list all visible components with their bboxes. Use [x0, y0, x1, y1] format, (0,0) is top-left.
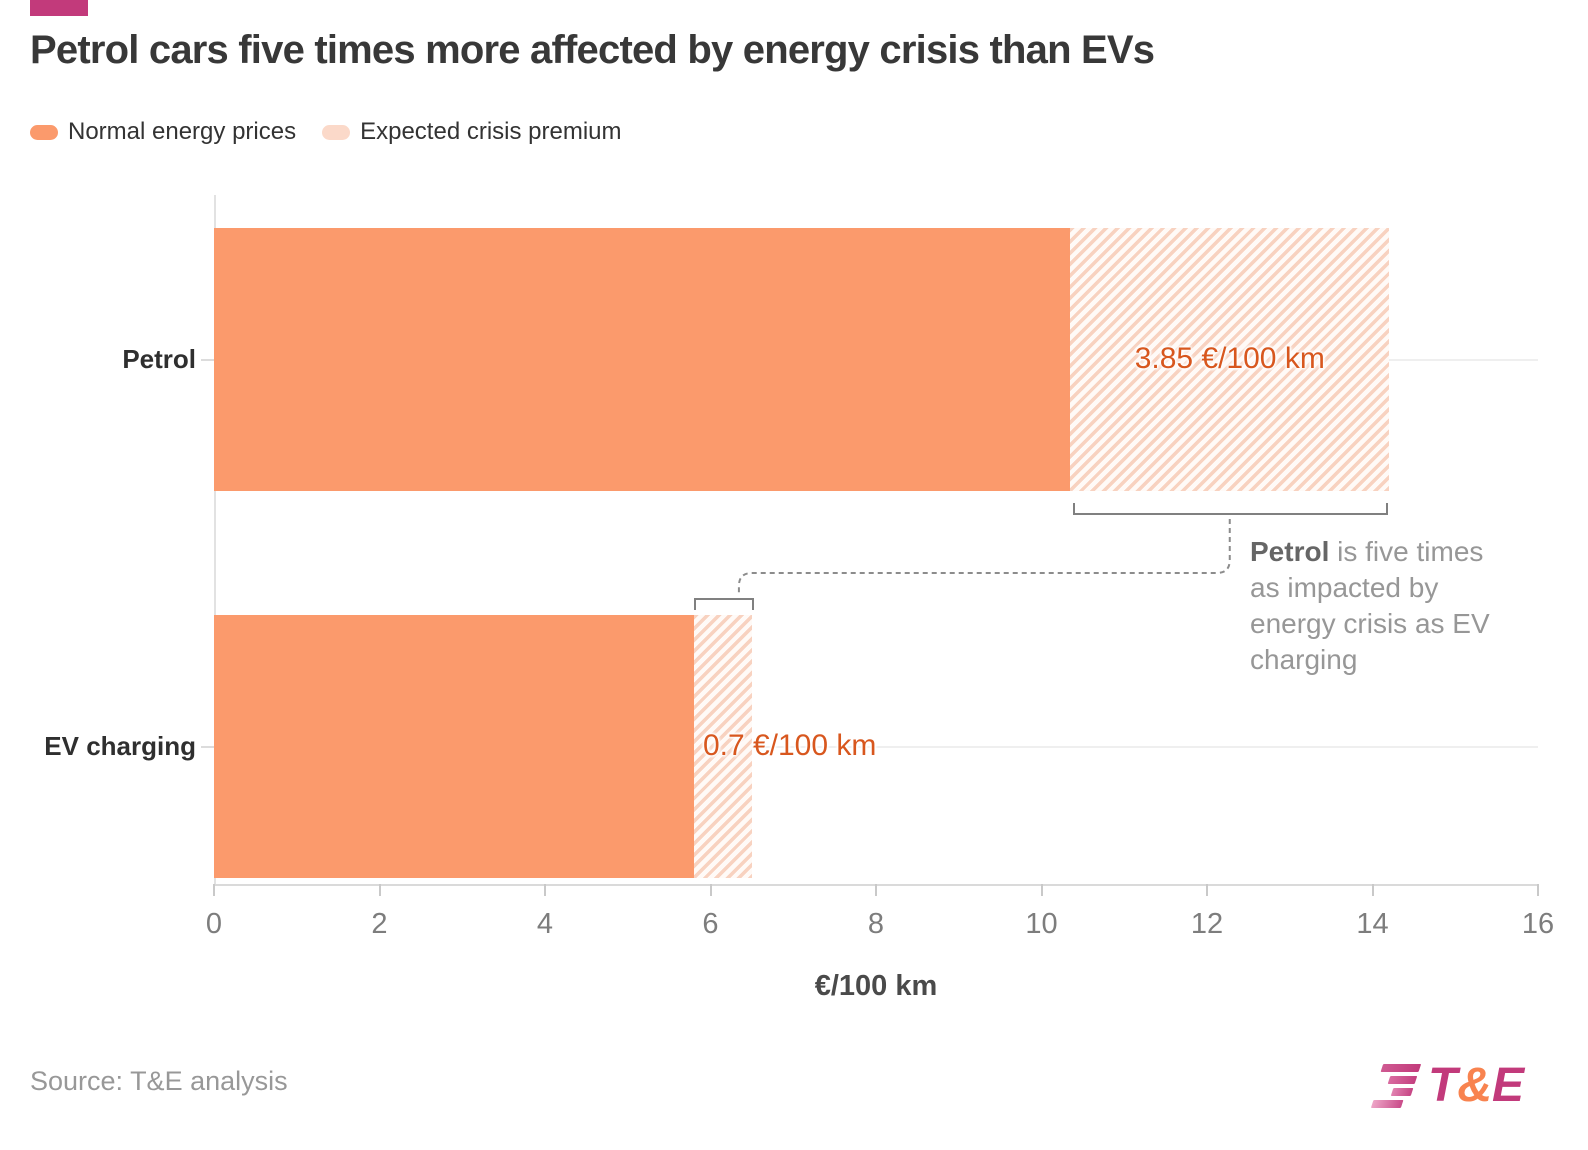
- x-tick: [1040, 884, 1043, 896]
- x-tick: [544, 884, 546, 896]
- annotation-line: Petrol is five times: [1250, 536, 1484, 567]
- annotation-line: as impacted by: [1250, 572, 1439, 603]
- legend-swatch-normal: [30, 124, 58, 140]
- chart-title: Petrol cars five times more affected by …: [30, 28, 1155, 72]
- te-logo-text: T&E: [1428, 1059, 1525, 1112]
- x-tick-label: 10: [1025, 908, 1058, 940]
- legend-item-premium: Expected crisis premium: [322, 118, 622, 146]
- legend: Normal energy prices Expected crisis pre…: [30, 118, 622, 146]
- annotation-bold-word: Petrol: [1250, 536, 1330, 567]
- x-tick: [1537, 884, 1539, 896]
- legend-label-normal: Normal energy prices: [68, 118, 297, 145]
- category-label-ev: EV charging: [44, 730, 196, 761]
- x-tick: [875, 884, 877, 896]
- bar-ev-normal: [214, 615, 694, 878]
- x-tick-label: 8: [867, 908, 885, 940]
- x-tick-label: 2: [371, 908, 388, 940]
- x-axis-title: €/100 km: [814, 970, 938, 1002]
- x-tick: [213, 884, 215, 896]
- annotation-line: charging: [1250, 644, 1358, 675]
- bar-ev-premium: [693, 615, 752, 878]
- x-tick-label: 4: [536, 908, 554, 940]
- annotation-line: energy crisis as EV: [1250, 608, 1490, 639]
- annotation-text: Petrol is five times as impacted by ener…: [1250, 534, 1536, 678]
- bar-petrol-premium: [1070, 228, 1390, 491]
- y-axis-line: [214, 195, 216, 884]
- category-tick: [201, 358, 214, 361]
- x-tick-label: 16: [1521, 908, 1555, 940]
- te-logo: T&E: [1370, 1058, 1525, 1113]
- bar-petrol-normal: [214, 228, 1071, 491]
- legend-label-premium: Expected crisis premium: [360, 118, 622, 145]
- x-tick-label: 6: [702, 908, 719, 940]
- x-tick: [1206, 884, 1208, 896]
- value-label-ev: 0.7 €/100 km: [702, 728, 877, 762]
- category-label-petrol: Petrol: [122, 343, 196, 374]
- te-logo-mark-icon: [1365, 1063, 1422, 1108]
- x-tick-label: 12: [1190, 908, 1224, 940]
- brand-color-block: [30, 0, 88, 16]
- x-tick-label: 0: [205, 908, 223, 940]
- legend-swatch-premium: [322, 124, 351, 140]
- category-tick: [201, 745, 214, 748]
- x-tick-label: 14: [1356, 908, 1389, 940]
- x-tick: [709, 884, 712, 896]
- legend-item-normal: Normal energy prices: [30, 118, 296, 146]
- petrol-premium-bracket: [1073, 503, 1389, 515]
- x-tick: [378, 884, 381, 896]
- source-note: Source: T&E analysis: [30, 1066, 288, 1096]
- value-label-petrol: 3.85 €/100 km: [1134, 341, 1325, 375]
- ev-premium-bracket: [693, 598, 754, 610]
- gridline: [214, 745, 1538, 748]
- x-tick: [1371, 884, 1374, 896]
